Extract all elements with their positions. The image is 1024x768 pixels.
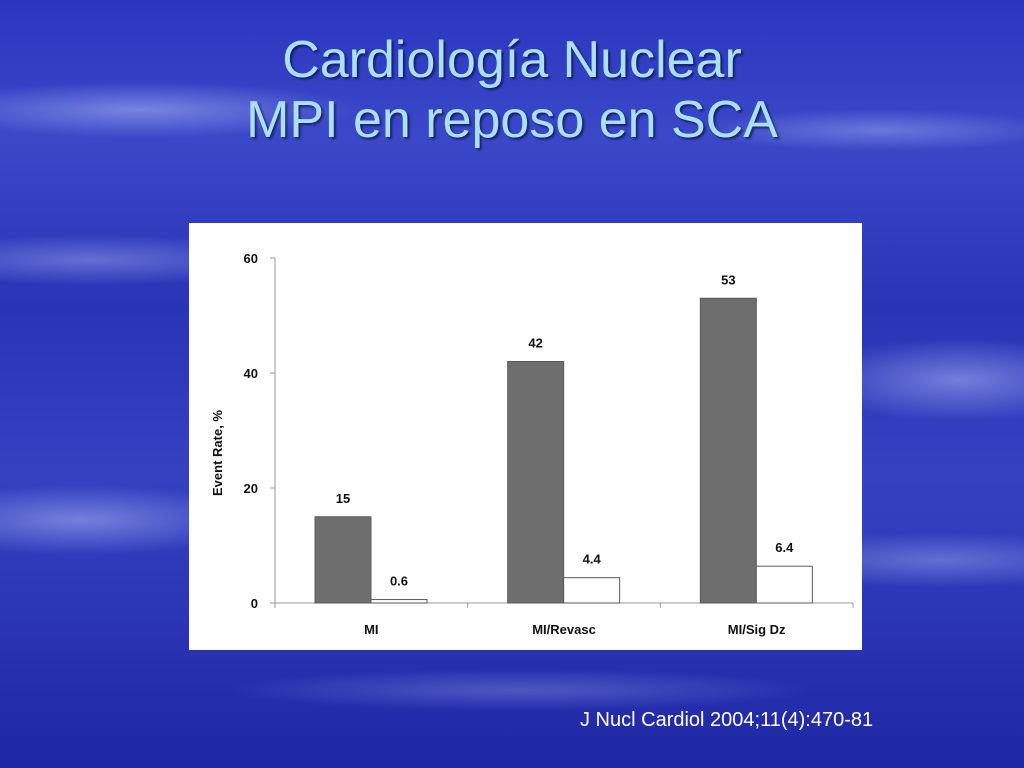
bar — [507, 361, 565, 604]
bar-value-label: 15 — [336, 491, 350, 506]
bar-value-label: 53 — [721, 272, 735, 287]
x-tick-label: MI/Sig Dz — [728, 622, 786, 637]
bar — [370, 599, 428, 604]
data-labels: 15 42 53 0.6 4.4 6.4 — [336, 272, 794, 588]
citation: J Nucl Cardiol 2004;11(4):470-81 — [580, 709, 874, 731]
title-line-1: Cardiología Nuclear — [282, 31, 742, 89]
bar-value-label: 42 — [528, 336, 542, 351]
title-line-2: MPI en reposo en SCA — [246, 91, 778, 149]
bars — [314, 297, 813, 604]
chart-panel: 0 20 40 60 MI MI/Revasc MI/Sig Dz 15 42 53 0.6 4.4… — [189, 223, 862, 650]
bar-chart: 0 20 40 60 MI MI/Revasc MI/Sig Dz 15 42 53 0.6 4.4… — [210, 251, 854, 637]
slide-title: Cardiología Nuclear MPI en reposo en SCA — [0, 30, 1024, 150]
y-tick-label: 40 — [244, 366, 258, 381]
bar — [314, 516, 372, 604]
y-tick-label: 20 — [244, 481, 258, 496]
y-tick-label: 0 — [251, 596, 258, 611]
x-tick-label: MI/Revasc — [532, 622, 596, 637]
bar — [563, 577, 621, 604]
bar-value-label: 4.4 — [583, 552, 602, 567]
x-tick-label: MI — [364, 622, 378, 637]
y-tick-label: 60 — [244, 251, 258, 266]
bar — [755, 565, 813, 604]
bar-value-label: 0.6 — [390, 574, 408, 589]
bar — [699, 297, 757, 604]
bar-value-label: 6.4 — [775, 540, 794, 555]
y-axis-title: Event Rate, % — [210, 410, 225, 496]
